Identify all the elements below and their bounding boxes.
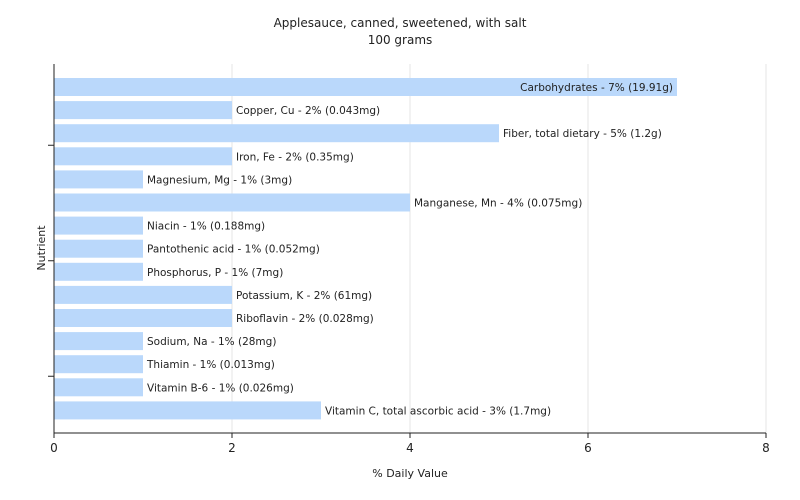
y-axis-label: Nutrient (35, 225, 48, 271)
bar-7 (54, 239, 143, 258)
bar-label-10: Riboflavin - 2% (0.028mg) (236, 313, 374, 325)
x-tick-label-4: 8 (762, 441, 770, 455)
chart-subtitle: 100 grams (368, 33, 433, 47)
chart-title: Applesauce, canned, sweetened, with salt (274, 16, 527, 30)
bar-10 (54, 309, 232, 327)
bar-label-3: Iron, Fe - 2% (0.35mg) (236, 151, 354, 163)
bar-label-0: Carbohydrates - 7% (19.91g) (520, 82, 673, 94)
bar-label-11: Sodium, Na - 1% (28mg) (147, 336, 276, 348)
bar-label-9: Potassium, K - 2% (61mg) (236, 290, 372, 302)
x-tick-label-1: 2 (228, 441, 236, 455)
bar-label-13: Vitamin B-6 - 1% (0.026mg) (147, 382, 294, 394)
x-ticks: 0 2 4 6 8 (48, 144, 770, 455)
bar-13 (54, 378, 143, 397)
bar-label-2: Fiber, total dietary - 5% (1.2g) (503, 128, 662, 140)
bar-2 (54, 124, 499, 143)
bar-label-6: Niacin - 1% (0.188mg) (147, 221, 265, 233)
bar-3 (54, 147, 232, 166)
bar-label-14: Vitamin C, total ascorbic acid - 3% (1.7… (325, 405, 551, 417)
bar-4 (54, 170, 143, 189)
bar-1 (54, 101, 232, 120)
bar-label-4: Magnesium, Mg - 1% (3mg) (147, 174, 292, 186)
bar-6 (54, 216, 143, 235)
bar-8 (54, 262, 143, 281)
bar-label-12: Thiamin - 1% (0.013mg) (146, 359, 275, 371)
x-tick-label-0: 0 (50, 441, 58, 455)
x-tick-label-3: 6 (584, 441, 592, 455)
x-tick-label-2: 4 (406, 441, 414, 455)
x-axis-label: % Daily Value (372, 467, 448, 480)
bar-5 (54, 193, 410, 212)
bar-9 (54, 285, 232, 304)
bar-0 (54, 78, 677, 96)
bar-label-7: Pantothenic acid - 1% (0.052mg) (147, 244, 320, 256)
bar-14 (54, 401, 321, 420)
bar-label-1: Copper, Cu - 2% (0.043mg) (236, 105, 380, 117)
bars: Carbohydrates - 7% (19.91g) Copper, Cu - … (54, 78, 677, 420)
bar-12 (54, 355, 143, 374)
bar-11 (54, 332, 143, 351)
bar-label-5: Manganese, Mn - 4% (0.075mg) (414, 198, 582, 210)
bar-label-8: Phosphorus, P - 1% (7mg) (147, 267, 283, 279)
